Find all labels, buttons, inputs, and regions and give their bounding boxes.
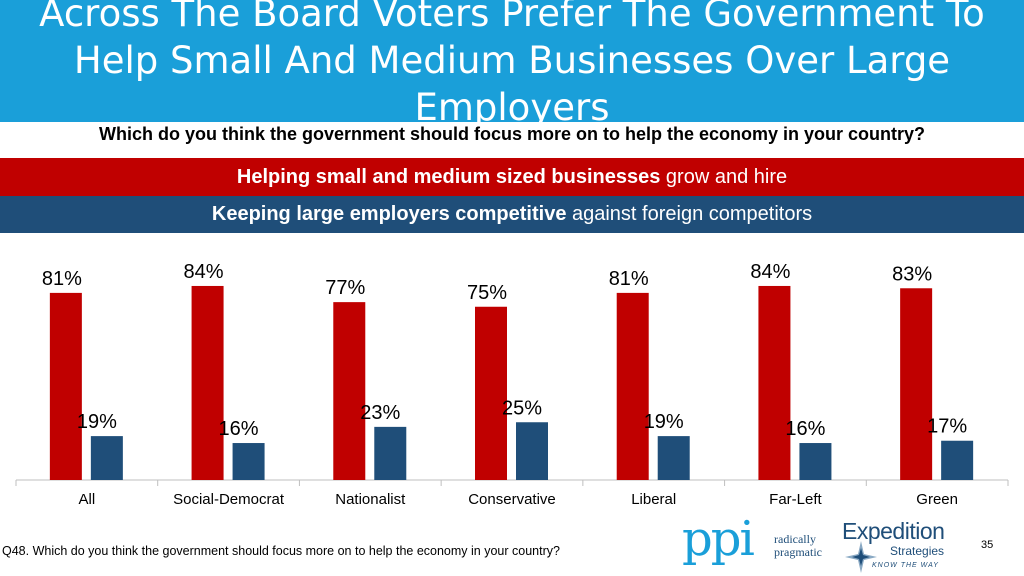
bar-series-2 [374, 426, 407, 480]
data-label: 25% [502, 397, 542, 419]
x-tick-label: Nationalist [335, 491, 406, 508]
data-label: 81% [609, 268, 649, 290]
ppi-logo: ppi radically pragmatic [682, 511, 832, 571]
bar-chart: 81% 19% All 84% 16% Social-Democrat 77% 23% Nati… [15, 261, 1009, 508]
bar-series-2 [657, 436, 690, 480]
legend-red-bold: Helping small and medium sized businesse… [236, 166, 661, 188]
data-label: 75% [467, 282, 507, 304]
data-label: 19% [644, 411, 684, 433]
bar-series-1 [191, 285, 224, 480]
legend-blue-band: Keeping large employers competitive agai… [0, 196, 1024, 233]
slide-number: 35 [981, 539, 994, 551]
data-label: 19% [77, 411, 117, 433]
bar-series-1 [758, 285, 791, 480]
x-tick-label: Liberal [631, 491, 676, 508]
data-label: 23% [360, 402, 400, 424]
legend-red-band: Helping small and medium sized businesse… [0, 158, 1024, 196]
x-tick-label: Far-Left [769, 491, 822, 508]
x-tick-label: Green [916, 491, 958, 508]
question-text: Which do you think the government should… [0, 122, 1024, 158]
data-label: 77% [325, 277, 365, 299]
expedition-logo-name: Expedition [842, 518, 945, 544]
data-label: 83% [892, 263, 932, 285]
x-tick-label: All [79, 491, 96, 508]
bar-series-1 [333, 302, 366, 480]
bar-series-2 [232, 443, 265, 480]
bar-series-2 [941, 440, 974, 480]
x-tick-label: Social-Democrat [173, 491, 285, 508]
bar-series-1 [616, 292, 649, 480]
ppi-logo-letters: ppi [682, 511, 755, 567]
legend-red-rest: grow and hire [660, 166, 788, 188]
slide-title: Across The Board Voters Prefer The Gover… [39, 0, 985, 122]
bar-series-1 [900, 288, 933, 480]
expedition-logo: Expedition Strategies KNOW THE WAY [838, 518, 968, 574]
x-tick-label: Conservative [468, 491, 556, 508]
bar-series-2 [516, 422, 548, 480]
data-label: 16% [219, 418, 259, 440]
bar-series-2 [799, 443, 832, 480]
compass-star-icon [845, 541, 877, 573]
data-label: 84% [750, 261, 790, 283]
data-label: 17% [927, 416, 967, 438]
data-label: 16% [785, 418, 825, 440]
footnote: Q48. Which do you think the government s… [2, 544, 560, 558]
bar-series-1 [49, 292, 82, 480]
data-label: 84% [184, 261, 224, 283]
bar-series-1 [475, 306, 507, 480]
expedition-logo-motto: KNOW THE WAY [872, 562, 939, 569]
bar-series-2 [90, 436, 123, 480]
legend-blue-bold: Keeping large employers competitive [211, 203, 567, 225]
legend-blue-rest: against foreign competitors [566, 203, 813, 225]
title-band: Across The Board Voters Prefer The Gover… [0, 0, 1024, 122]
ppi-logo-tagline: radically pragmatic [774, 532, 822, 559]
expedition-logo-sub: Strategies [890, 544, 945, 558]
data-label: 81% [42, 268, 82, 290]
